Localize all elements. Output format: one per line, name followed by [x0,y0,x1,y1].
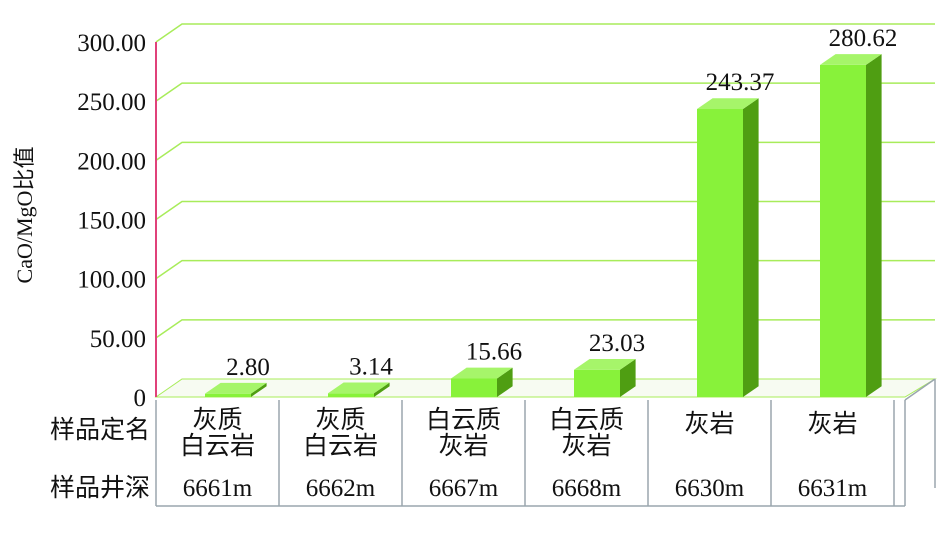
gridline [155,23,935,43]
bar [697,98,759,398]
bar-top [328,382,390,394]
bar-side [374,382,390,397]
y-tick-label: 300.00 [77,30,146,57]
bar-side [251,382,267,397]
bar-front [820,64,866,398]
data-label: 3.14 [349,353,393,380]
gridline [155,141,935,161]
data-label: 23.03 [589,330,645,357]
bar-side [620,358,636,397]
axis-layer: 0 50.00 100.00 150.00 200.00 250.00 300.00 [77,30,157,412]
data-label: 2.80 [226,354,270,381]
table-cell-name-line: 灰岩 [561,432,611,460]
table-cell-name-line: 灰质 [315,406,365,434]
table-row-header: 样品井深 [50,474,150,502]
bar-side [743,98,759,398]
data-label: 280.62 [829,25,898,52]
chart-floor [154,378,937,398]
table-cell-name-line: 灰质 [192,406,242,434]
bar [820,54,882,398]
y-tick-label: 250.00 [77,89,146,116]
gridline [155,319,935,339]
y-axis-label: CaO/MgO比值 [12,147,37,284]
gridline [155,82,935,102]
table-cell-name-line: 白云岩 [180,432,255,460]
table-cell-name-line: 白云质 [549,406,624,434]
y-tick-label: 0 [134,385,147,412]
table-cell-name: 灰岩 [684,410,734,438]
gridline [155,200,935,221]
bar [451,367,513,397]
table-edge [904,378,936,401]
table-cell-depth: 6630m [675,475,745,502]
bar-front [205,393,251,397]
bar [574,358,636,397]
bar-front [574,369,620,397]
data-label: 243.37 [706,69,775,96]
bar-front [328,393,374,397]
y-tick-label: 50.00 [90,326,146,353]
table-cell-name: 灰岩 [807,410,857,438]
y-tick-label: 200.00 [77,148,146,175]
table-cell-name-line: 灰岩 [807,410,857,438]
table-cell-name-line: 白云质 [426,406,501,434]
bar-front [451,378,497,397]
bar-top [451,367,513,379]
table-cell-name-line: 灰岩 [684,410,734,438]
table-cell-depth: 6667m [429,475,499,502]
bar [205,382,267,397]
label-layer: 2.80 3.14 15.66 23.03 243.37 280.62 [226,25,897,381]
y-tick-label: 150.00 [77,208,146,235]
bar [328,382,390,397]
table-cell-depth: 6662m [306,475,376,502]
table-cell-depth: 6631m [798,475,868,502]
data-label: 15.66 [466,339,522,366]
category-table: 样品定名样品井深灰质白云岩6661m灰质白云岩6662m白云质灰岩6667m白云… [50,378,936,507]
y-tick-label: 100.00 [77,267,146,294]
bar-top [820,54,882,65]
table-cell-depth: 6668m [552,475,622,502]
bar-side [866,54,882,398]
bar-top [205,382,267,394]
bar-top [574,358,636,370]
table-cell-name-line: 白云岩 [303,432,378,460]
bar-front [697,109,743,397]
table-cell-name-line: 灰岩 [438,432,488,460]
grid-layer [154,23,937,398]
bar-top [697,98,759,110]
table-cell-depth: 6661m [183,475,253,502]
bar-layer [205,54,882,398]
bar-side [497,367,513,397]
table-row-header: 样品定名 [50,416,150,444]
gridline [155,259,935,280]
